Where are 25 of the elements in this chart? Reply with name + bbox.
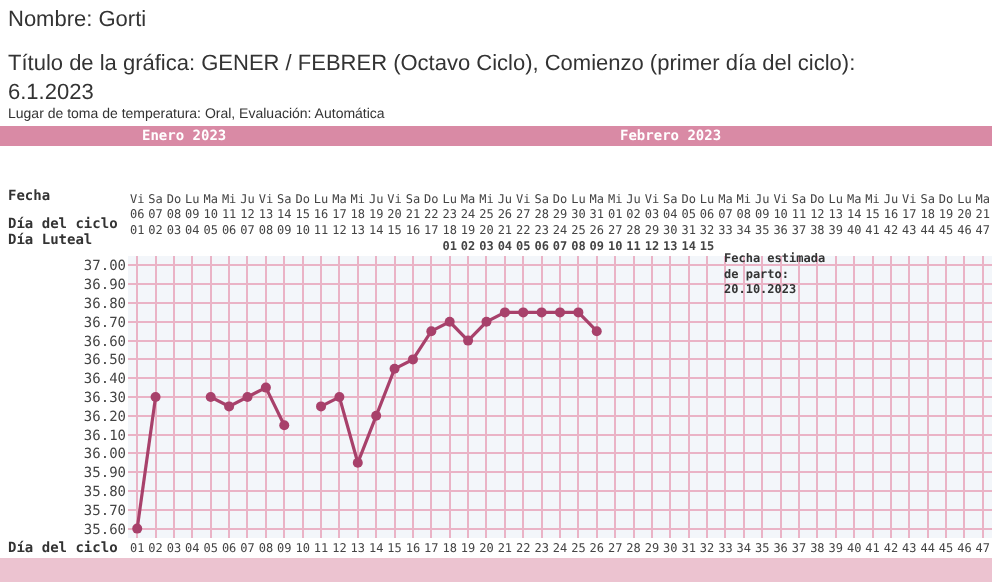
point — [407, 354, 418, 365]
point — [463, 335, 474, 346]
point — [260, 382, 271, 393]
point — [536, 307, 547, 318]
point — [591, 326, 602, 337]
point — [316, 401, 327, 412]
point — [132, 523, 143, 534]
point — [518, 307, 529, 318]
point — [150, 392, 161, 402]
point — [371, 410, 382, 421]
point — [224, 401, 235, 412]
point — [444, 316, 455, 327]
text: Nombre: Gorti — [8, 8, 147, 32]
point — [242, 392, 253, 402]
point — [352, 457, 363, 468]
point — [205, 392, 216, 402]
point — [481, 316, 492, 327]
point — [426, 326, 437, 337]
point — [389, 363, 400, 374]
point — [573, 307, 584, 318]
point — [555, 307, 565, 318]
chart-title: Título de la gráfica: GENER / FEBRER (Octavo Ciclo), Comienzo (primer día del ciclo): 6.1.2023 — [8, 52, 856, 105]
point — [279, 420, 290, 431]
point — [334, 392, 345, 402]
point — [499, 307, 510, 318]
